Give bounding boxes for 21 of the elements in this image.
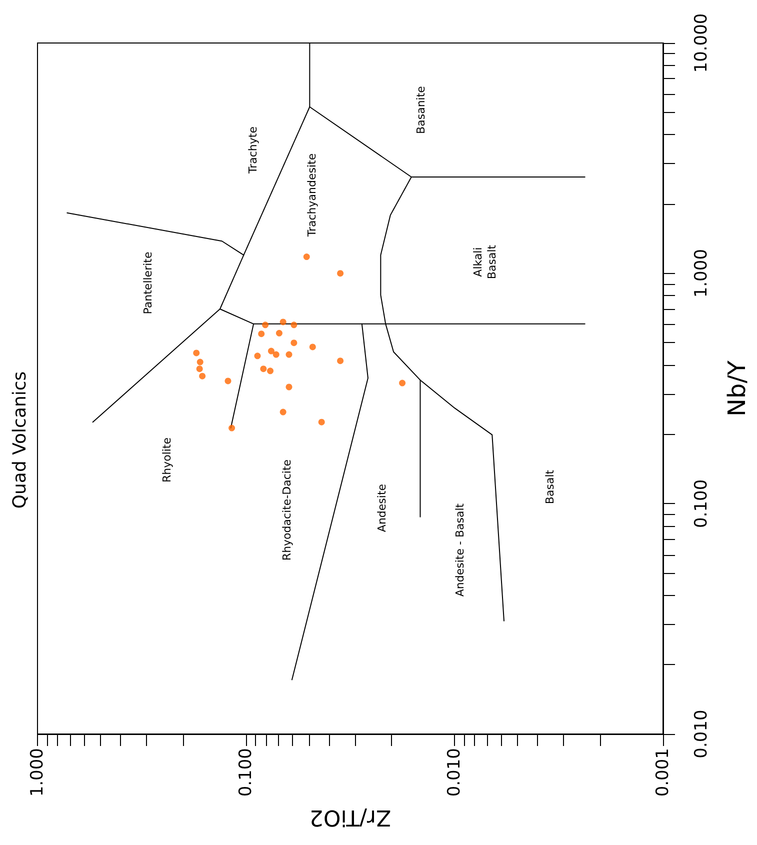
annotation: Pantellerite bbox=[142, 252, 154, 314]
x-tick-label: 0.010 bbox=[444, 748, 464, 797]
x-axis-title: Zr/TiO2 bbox=[309, 804, 392, 830]
y-tick-label: 0.010 bbox=[692, 710, 712, 758]
x-tick-label: 0.100 bbox=[236, 748, 256, 797]
annotation: Basalt bbox=[544, 469, 556, 504]
annotation: Trachyandesite bbox=[306, 153, 318, 238]
annotation: Basanite bbox=[414, 86, 428, 134]
y-tick-label: 0.100 bbox=[692, 479, 712, 528]
y-axis-title: Nb/Y bbox=[723, 360, 751, 416]
annotation: Trachyte bbox=[246, 126, 260, 174]
y-tick-label: 10.000 bbox=[692, 13, 712, 73]
text: Quad Volcanics bbox=[10, 371, 30, 509]
x-tick-label: 1.000 bbox=[28, 748, 48, 797]
annotation: Andesite bbox=[376, 484, 388, 532]
y-tick-label: 1.000 bbox=[692, 248, 712, 298]
annotation: Alkali Basalt bbox=[472, 244, 498, 280]
annotation: Andesite - Basalt bbox=[454, 502, 466, 597]
annotation: Rhyodacite-Dacite bbox=[280, 459, 294, 561]
x-tick-label: 0.001 bbox=[653, 748, 673, 797]
annotation: Rhyolite bbox=[160, 437, 174, 483]
